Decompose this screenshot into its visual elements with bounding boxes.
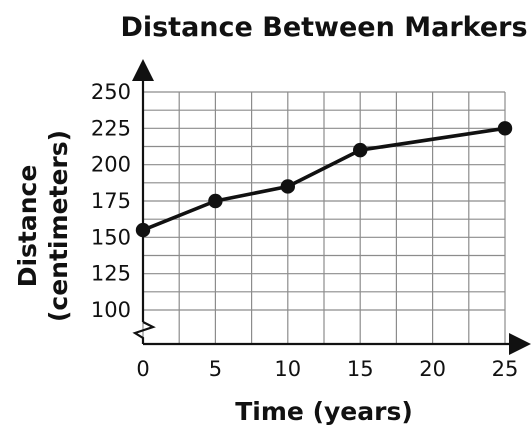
grid	[142, 91, 506, 345]
axes	[132, 59, 531, 355]
series	[135, 121, 513, 238]
x-tick-label: 5	[209, 357, 222, 381]
y-axis-label-line-1: Distance	[13, 165, 42, 288]
x-tick-labels: 0 5 10 15 20 25	[136, 357, 518, 381]
y-tick-label: 125	[91, 262, 131, 286]
x-tick-label: 25	[492, 357, 519, 381]
x-tick-label: 20	[419, 357, 446, 381]
data-point	[353, 142, 368, 158]
y-axis-label: Distance (centimeters)	[13, 130, 73, 322]
y-tick-label: 250	[91, 80, 131, 104]
y-tick-labels: 100 125 150 175 200 225 250	[91, 80, 131, 322]
y-tick-label: 225	[91, 116, 131, 140]
x-tick-label: 15	[347, 357, 374, 381]
chart-title: Distance Between Markers	[120, 12, 527, 43]
y-axis-label-line-2: (centimeters)	[44, 130, 73, 322]
y-tick-label: 100	[91, 298, 131, 322]
x-tick-label: 0	[136, 357, 149, 381]
y-tick-label: 200	[91, 153, 131, 177]
y-tick-label: 175	[91, 189, 131, 213]
data-point	[135, 222, 151, 238]
y-axis-break	[132, 321, 156, 344]
data-point	[280, 179, 295, 194]
data-point	[208, 193, 223, 209]
y-tick-label: 150	[91, 225, 131, 249]
x-axis-label: Time (years)	[235, 397, 413, 426]
x-tick-label: 10	[274, 357, 301, 381]
data-point	[497, 121, 513, 136]
